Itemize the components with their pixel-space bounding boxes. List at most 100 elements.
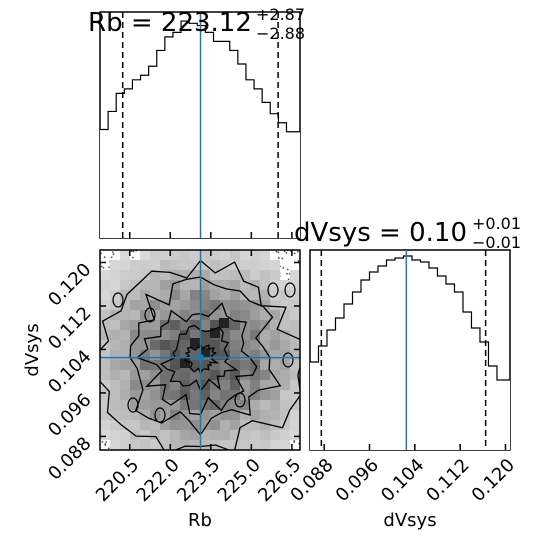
density-cell: [140, 380, 150, 390]
density-cell: [170, 260, 180, 270]
dvsys-tick-label: 0.096: [44, 390, 95, 441]
median-crosshair: [100, 250, 300, 450]
density-cell: [240, 300, 250, 310]
density-cell: [170, 290, 180, 300]
density-cell: [120, 370, 130, 380]
density-cell: [230, 280, 240, 290]
density-cell: [250, 430, 260, 440]
density-cell: [280, 370, 290, 380]
density-cell: [160, 300, 170, 310]
density-cell: [250, 340, 260, 350]
scatter-point: [281, 257, 284, 260]
density-cell: [250, 420, 260, 430]
density-cell: [150, 290, 160, 300]
density-cell: [270, 300, 280, 310]
density-cell: [230, 270, 240, 280]
density-cell: [100, 430, 110, 440]
dvsys-histogram-bar-fill: [479, 342, 489, 450]
scatter-point: [105, 440, 108, 443]
density-cell: [200, 250, 210, 260]
density-cell: [260, 370, 270, 380]
scatter-point: [132, 250, 135, 253]
density-cell: [230, 290, 240, 300]
density-cell: [250, 390, 260, 400]
density-cell: [100, 400, 110, 410]
density-cell: [120, 340, 130, 350]
density-cell: [210, 340, 220, 350]
density-cell: [190, 420, 200, 430]
density-cell: [220, 380, 230, 390]
density-cell: [280, 300, 290, 310]
density-cell: [220, 390, 230, 400]
density-cell: [240, 440, 250, 450]
density-cell: [280, 440, 290, 450]
density-cell: [130, 330, 140, 340]
density-cell: [290, 390, 300, 400]
density-cell: [280, 420, 290, 430]
density-cell: [290, 350, 300, 360]
density-cell: [190, 320, 200, 330]
scatter-point: [293, 439, 296, 442]
rb-histogram-bar-fill: [270, 113, 279, 238]
dvsys-histogram-bar-fill: [352, 292, 361, 450]
density-cell: [250, 380, 260, 390]
density-cell: [220, 330, 230, 340]
density-cell: [250, 410, 260, 420]
dvsys-histogram-bar-fill: [428, 268, 438, 450]
density-cell: [260, 380, 270, 390]
density-cell: [160, 400, 170, 410]
density-cell: [210, 370, 220, 380]
density-cell: [120, 320, 130, 330]
rb-histogram-bar-fill: [108, 111, 117, 238]
density-cell-dark: [219, 318, 229, 328]
density-cell: [250, 280, 260, 290]
density-cell: [130, 350, 140, 360]
density-cell: [100, 330, 110, 340]
density-cell: [280, 320, 290, 330]
density-cell: [100, 410, 110, 420]
density-cell: [260, 340, 270, 350]
density-cell: [180, 310, 190, 320]
scatter-point: [104, 444, 107, 446]
density-cell: [120, 300, 130, 310]
density-cell: [280, 390, 290, 400]
density-cell: [140, 430, 150, 440]
density-cell: [150, 390, 160, 400]
density-cell: [220, 350, 230, 360]
rb-histogram-bar-fill: [245, 79, 255, 238]
density-cell: [290, 370, 300, 380]
density-cell: [280, 430, 290, 440]
density-cell: [290, 420, 300, 430]
density-cell: [230, 410, 240, 420]
density-cell: [270, 370, 280, 380]
density-cell: [100, 320, 110, 330]
density-cell: [290, 400, 300, 410]
density-cell: [220, 290, 230, 300]
density-cell: [140, 300, 150, 310]
density-cell: [140, 350, 150, 360]
dvsys-tick-label-x: 0.096: [332, 455, 383, 506]
density-cell: [270, 260, 280, 270]
density-cell: [110, 400, 120, 410]
rb-histogram-bars: [100, 12, 300, 239]
density-cell: [150, 270, 160, 280]
density-cell: [140, 410, 150, 420]
density-cell: [240, 310, 250, 320]
density-cell: [130, 260, 140, 270]
scatter-point: [101, 440, 104, 443]
dvsys-histogram-bar-fill: [377, 266, 387, 450]
density-cell: [160, 330, 170, 340]
density-cell: [250, 300, 260, 310]
density-cell: [220, 270, 230, 280]
scatter-point: [286, 268, 289, 271]
density-cell: [150, 430, 160, 440]
density-cell: [170, 320, 180, 330]
density-cell: [260, 350, 270, 360]
dvsys-histogram-bar-fill: [343, 304, 353, 450]
density-cell: [190, 440, 200, 450]
density-cell: [170, 430, 180, 440]
density-cell: [180, 350, 190, 360]
rb-histogram-bar-fill: [172, 32, 182, 239]
density-cell: [220, 440, 230, 450]
